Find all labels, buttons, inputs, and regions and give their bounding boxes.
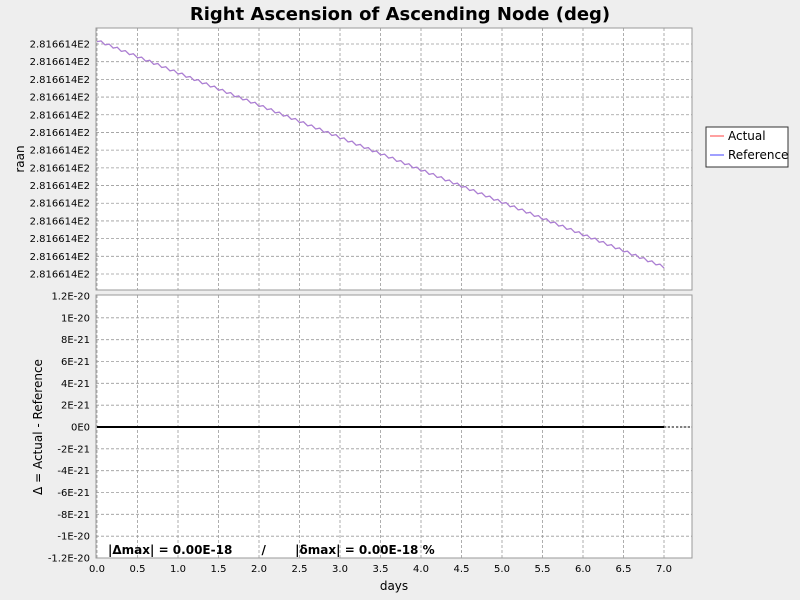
x-tick-label: 4.5 [454,564,470,575]
bottom-y-tick-label: 4E-21 [61,379,90,390]
top-y-tick-label: 2.816614E2 [30,252,90,263]
x-ticks: 0.0 0.5 1.0 1.5 2.0 2.5 3.0 3.5 4.0 4.5 5.0 5.5 6.0 6… [89,564,672,575]
bottom-y-tick-label: -1E-20 [57,532,90,543]
bottom-y-tick-label: 1.2E-20 [51,292,90,303]
chart-title: Right Ascension of Ascending Node (deg) [190,4,610,25]
x-tick-label: 5.0 [494,564,510,575]
x-tick-label: 3.5 [373,564,389,575]
x-tick-label: 1.5 [211,564,227,575]
bottom-y-tick-label: 1E-20 [61,313,90,324]
top-y-tick-label: 2.816614E2 [30,270,90,281]
top-y-tick-label: 2.816614E2 [30,163,90,174]
top-series [96,40,665,269]
x-tick-label: 4.0 [413,564,429,575]
bottom-y-tick-label: -2E-21 [57,444,90,455]
x-tick-label: 0.0 [89,564,105,575]
x-tick-label: 2.0 [251,564,267,575]
top-gridlines [96,28,692,290]
top-y-tick-label: 2.816614E2 [30,199,90,210]
top-y-tick-label: 2.816614E2 [30,234,90,245]
bottom-y-tick-label: 8E-21 [61,335,90,346]
top-y-tick-label: 2.816614E2 [30,57,90,68]
bottom-y-ticks: 1.2E-20 1E-20 8E-21 6E-21 4E-21 2E-21 0E0 -2E-2… [48,292,90,565]
x-tick-label: 3.0 [332,564,348,575]
x-tick-label: 0.5 [130,564,146,575]
legend-label-actual: Actual [728,129,766,143]
top-series-line-reference [96,40,665,269]
bottom-y-axis-label: Δ = Actual - Reference [31,359,45,495]
top-y-tick-label: 2.816614E2 [30,75,90,86]
bottom-y-tick-label: 0E0 [71,423,90,434]
legend: Actual Reference [710,129,788,162]
max-delta-annotation: |Δmax| = 0.00E-18 / |δmax| = 0.00E-18 % [108,543,435,557]
x-tick-label: 1.0 [170,564,186,575]
top-y-ticks: 2.816614E2 2.816614E2 2.816614E2 2.816614E2… [30,40,90,281]
bottom-y-tick-label: 2E-21 [61,401,90,412]
bottom-y-tick-label: -6E-21 [57,488,90,499]
top-y-tick-label: 2.816614E2 [30,146,90,157]
top-y-tick-label: 2.816614E2 [30,93,90,104]
legend-label-reference: Reference [728,148,788,162]
x-tick-label: 2.5 [292,564,308,575]
bottom-y-tick-label: 6E-21 [61,357,90,368]
x-tick-label: 6.5 [616,564,632,575]
top-y-axis-label: raan [13,145,27,172]
x-tick-label: 6.0 [575,564,591,575]
top-y-tick-label: 2.816614E2 [30,40,90,51]
bottom-y-tick-label: -8E-21 [57,510,90,521]
top-y-tick-label: 2.816614E2 [30,110,90,121]
legend-box [705,126,789,168]
bottom-y-tick-label: -4E-21 [57,466,90,477]
bottom-y-tick-label: -1.2E-20 [48,554,90,565]
top-y-tick-label: 2.816614E2 [30,216,90,227]
x-axis-label: days [380,579,408,593]
top-y-tick-label: 2.816614E2 [30,128,90,139]
x-tick-label: 7.0 [656,564,672,575]
x-tick-label: 5.5 [535,564,551,575]
top-y-tick-label: 2.816614E2 [30,181,90,192]
